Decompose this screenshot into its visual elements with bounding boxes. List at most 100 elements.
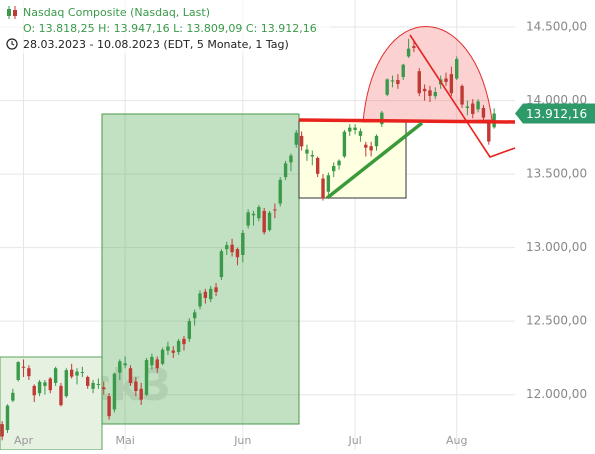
candle-body bbox=[396, 80, 400, 84]
candle-body bbox=[321, 178, 325, 199]
chart-title: Nasdaq Composite (Nasdaq, Last) bbox=[23, 6, 210, 19]
candle-body bbox=[455, 58, 459, 79]
candle-body bbox=[192, 312, 197, 319]
candle-body bbox=[422, 88, 427, 92]
candle-body bbox=[380, 112, 384, 125]
candle-body bbox=[219, 251, 224, 278]
candle-body bbox=[139, 388, 143, 400]
candle-body bbox=[91, 382, 95, 389]
candle-body bbox=[182, 338, 186, 345]
candle-body bbox=[487, 122, 491, 142]
candle-body bbox=[278, 179, 282, 204]
y-tick-label: 13.000,00 bbox=[526, 240, 587, 254]
candle-body bbox=[0, 424, 4, 437]
x-tick-label: Mai bbox=[115, 434, 134, 447]
candle-body bbox=[75, 371, 79, 376]
candle-body bbox=[428, 90, 432, 96]
candle-body bbox=[134, 381, 138, 392]
candle-body bbox=[267, 212, 272, 230]
candle-body bbox=[241, 232, 245, 255]
candle-body bbox=[390, 80, 395, 82]
candle-body bbox=[342, 131, 347, 157]
candle-body bbox=[144, 360, 149, 395]
candle-body bbox=[283, 163, 288, 178]
candle-body bbox=[305, 149, 309, 154]
candle-body bbox=[289, 155, 293, 163]
candle-body bbox=[385, 79, 389, 95]
candle-body bbox=[64, 370, 69, 397]
candle-body bbox=[155, 359, 159, 369]
candle-body bbox=[86, 377, 90, 386]
candle-body bbox=[348, 127, 352, 132]
candle-body bbox=[337, 160, 341, 166]
candle-body bbox=[465, 106, 470, 108]
candle-body bbox=[401, 64, 405, 78]
candle-body bbox=[412, 46, 416, 48]
candle-body bbox=[460, 85, 464, 105]
candle-body bbox=[150, 356, 154, 366]
candle-body bbox=[374, 135, 379, 147]
candle-body bbox=[262, 210, 266, 233]
box-consolidation bbox=[298, 120, 407, 199]
down-line bbox=[409, 34, 516, 158]
price-tag: 13.912,16 bbox=[515, 103, 595, 124]
candle-body bbox=[171, 350, 175, 353]
box-rally bbox=[101, 113, 300, 425]
candle-body bbox=[326, 175, 331, 192]
candle-body bbox=[406, 48, 411, 57]
candle-body bbox=[235, 249, 240, 258]
candle-body bbox=[187, 321, 192, 339]
candle-body bbox=[299, 135, 304, 147]
candle-body bbox=[27, 368, 31, 377]
candle-body bbox=[364, 144, 368, 148]
candle-body bbox=[273, 209, 277, 211]
x-tick-label: Jun bbox=[233, 434, 251, 447]
candle-body bbox=[53, 368, 58, 383]
candle-body bbox=[48, 378, 52, 391]
candle-body bbox=[11, 392, 15, 401]
candle-body bbox=[369, 146, 373, 151]
candle-body bbox=[246, 212, 250, 226]
candle-body bbox=[21, 366, 26, 368]
candle-body bbox=[257, 207, 261, 219]
candle-body bbox=[16, 362, 20, 380]
candle-body bbox=[80, 372, 85, 374]
candle-body bbox=[203, 291, 208, 298]
candle-body bbox=[358, 131, 363, 136]
price-tag-badge bbox=[515, 103, 595, 124]
candles bbox=[0, 38, 496, 441]
candle-body bbox=[209, 288, 213, 300]
candle-body bbox=[481, 107, 486, 118]
candle-body bbox=[476, 101, 480, 110]
candle-body bbox=[96, 383, 101, 385]
resistance-line bbox=[298, 118, 516, 124]
y-tick-label: 14.500,00 bbox=[526, 20, 587, 34]
box-april bbox=[0, 356, 103, 451]
y-tick-label: 12.500,00 bbox=[526, 314, 587, 328]
candle-body bbox=[118, 361, 122, 373]
candle-body bbox=[315, 157, 320, 174]
candle-body bbox=[251, 213, 256, 216]
drawings-front bbox=[298, 34, 516, 200]
x-tick-label: Aug bbox=[446, 434, 467, 447]
candle-body bbox=[69, 369, 74, 377]
candle-body bbox=[444, 78, 448, 82]
candle-body bbox=[310, 155, 315, 157]
candle-body bbox=[123, 363, 127, 366]
clock-icon bbox=[6, 38, 18, 50]
x-tick-label: Apr bbox=[14, 434, 34, 447]
candle-body bbox=[230, 244, 234, 253]
candle-body bbox=[417, 71, 421, 94]
candle-body bbox=[471, 103, 475, 114]
price-tag-label: 13.912,16 bbox=[526, 107, 587, 121]
candle-body bbox=[107, 396, 111, 417]
candle-icon bbox=[7, 6, 17, 19]
y-tick-label: 12.000,00 bbox=[526, 387, 587, 401]
y-tick-label: 13.500,00 bbox=[526, 167, 587, 181]
candle-body bbox=[198, 293, 202, 307]
candle-body bbox=[176, 340, 181, 353]
period: 28.03.2023 - 10.08.2023 (EDT, 5 Monate, … bbox=[23, 38, 289, 51]
candle-body bbox=[214, 287, 218, 293]
x-tick-label: Jul bbox=[347, 434, 361, 447]
